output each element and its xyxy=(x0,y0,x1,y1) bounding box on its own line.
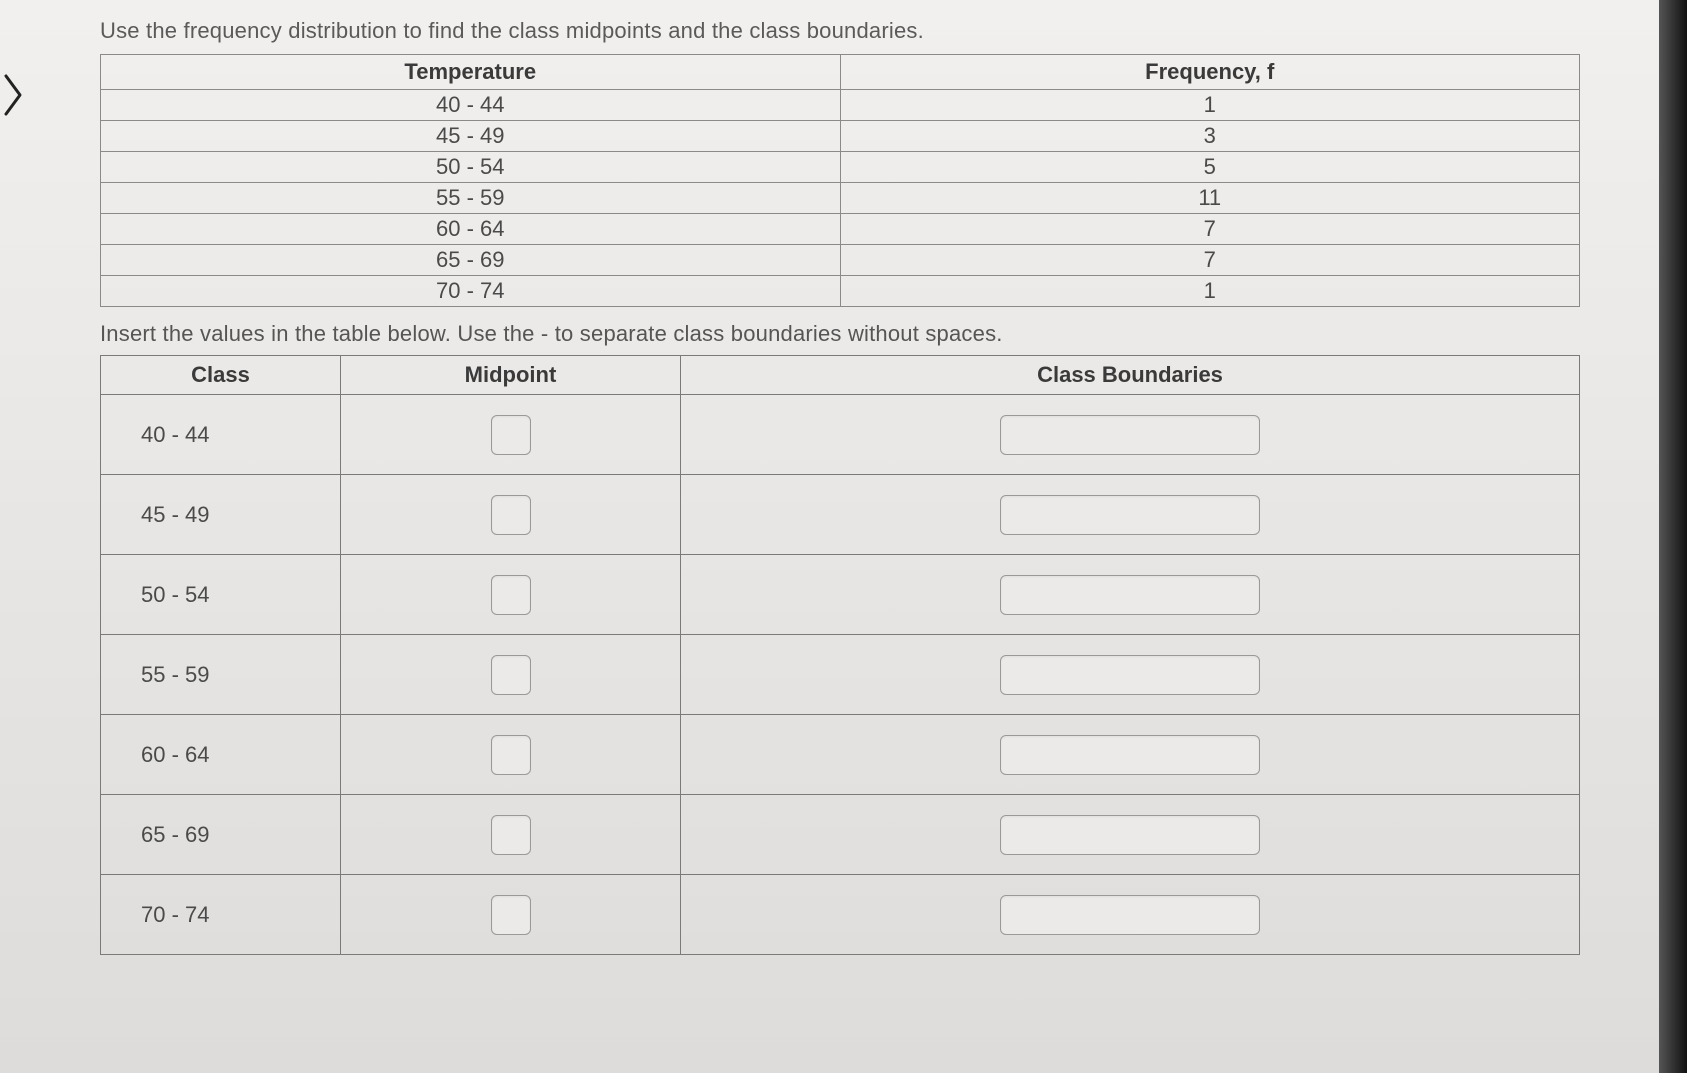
table-row: 55 - 59 xyxy=(101,635,1580,715)
header-class: Class xyxy=(101,356,341,395)
midpoint-input[interactable] xyxy=(491,575,531,615)
table-row: 55 - 5911 xyxy=(101,183,1580,214)
cell-midpoint xyxy=(341,555,681,635)
cell-midpoint xyxy=(341,635,681,715)
cell-midpoint xyxy=(341,715,681,795)
cell-class: 55 - 59 xyxy=(101,635,341,715)
table-row: 70 - 74 xyxy=(101,875,1580,955)
cell-boundaries xyxy=(681,635,1580,715)
cell-temperature: 55 - 59 xyxy=(101,183,841,214)
table-row: 45 - 493 xyxy=(101,121,1580,152)
cell-frequency: 7 xyxy=(840,214,1580,245)
table-row: 65 - 69 xyxy=(101,795,1580,875)
instruction-text-1: Use the frequency distribution to find t… xyxy=(100,18,1647,44)
header-frequency: Frequency, f xyxy=(840,55,1580,90)
cell-frequency: 11 xyxy=(840,183,1580,214)
cell-temperature: 70 - 74 xyxy=(101,276,841,307)
chevron-right-icon xyxy=(0,70,30,120)
cell-boundaries xyxy=(681,875,1580,955)
cell-class: 60 - 64 xyxy=(101,715,341,795)
header-midpoint: Midpoint xyxy=(341,356,681,395)
table-header-row: Temperature Frequency, f xyxy=(101,55,1580,90)
midpoint-input[interactable] xyxy=(491,815,531,855)
cell-midpoint xyxy=(341,475,681,555)
boundaries-input[interactable] xyxy=(1000,575,1260,615)
cell-boundaries xyxy=(681,795,1580,875)
midpoint-input[interactable] xyxy=(491,655,531,695)
midpoint-input[interactable] xyxy=(491,415,531,455)
cell-frequency: 1 xyxy=(840,276,1580,307)
cell-temperature: 45 - 49 xyxy=(101,121,841,152)
page-edge-shadow xyxy=(1659,0,1687,1073)
cell-boundaries xyxy=(681,555,1580,635)
worksheet-page: Use the frequency distribution to find t… xyxy=(0,0,1687,1073)
table-row: 40 - 44 xyxy=(101,395,1580,475)
table-row: 65 - 697 xyxy=(101,245,1580,276)
midpoint-input[interactable] xyxy=(491,735,531,775)
cell-temperature: 60 - 64 xyxy=(101,214,841,245)
cell-midpoint xyxy=(341,795,681,875)
cell-boundaries xyxy=(681,715,1580,795)
instruction-text-2: Insert the values in the table below. Us… xyxy=(100,321,1647,347)
cell-midpoint xyxy=(341,395,681,475)
cell-temperature: 50 - 54 xyxy=(101,152,841,183)
cell-class: 45 - 49 xyxy=(101,475,341,555)
table-header-row: Class Midpoint Class Boundaries xyxy=(101,356,1580,395)
cell-frequency: 5 xyxy=(840,152,1580,183)
boundaries-input[interactable] xyxy=(1000,495,1260,535)
cell-temperature: 65 - 69 xyxy=(101,245,841,276)
cell-frequency: 1 xyxy=(840,90,1580,121)
table-row: 50 - 545 xyxy=(101,152,1580,183)
header-temperature: Temperature xyxy=(101,55,841,90)
midpoint-input[interactable] xyxy=(491,895,531,935)
boundaries-input[interactable] xyxy=(1000,895,1260,935)
cell-class: 40 - 44 xyxy=(101,395,341,475)
frequency-table: Temperature Frequency, f 40 - 441 45 - 4… xyxy=(100,54,1580,307)
answer-table: Class Midpoint Class Boundaries 40 - 44 … xyxy=(100,355,1580,955)
cell-midpoint xyxy=(341,875,681,955)
table-row: 45 - 49 xyxy=(101,475,1580,555)
midpoint-input[interactable] xyxy=(491,495,531,535)
cell-frequency: 7 xyxy=(840,245,1580,276)
boundaries-input[interactable] xyxy=(1000,655,1260,695)
cell-boundaries xyxy=(681,395,1580,475)
table-row: 60 - 647 xyxy=(101,214,1580,245)
table-row: 40 - 441 xyxy=(101,90,1580,121)
cell-class: 70 - 74 xyxy=(101,875,341,955)
table-row: 60 - 64 xyxy=(101,715,1580,795)
header-boundaries: Class Boundaries xyxy=(681,356,1580,395)
cell-class: 65 - 69 xyxy=(101,795,341,875)
table-row: 50 - 54 xyxy=(101,555,1580,635)
cell-boundaries xyxy=(681,475,1580,555)
cell-frequency: 3 xyxy=(840,121,1580,152)
boundaries-input[interactable] xyxy=(1000,415,1260,455)
cell-class: 50 - 54 xyxy=(101,555,341,635)
boundaries-input[interactable] xyxy=(1000,815,1260,855)
table-row: 70 - 741 xyxy=(101,276,1580,307)
boundaries-input[interactable] xyxy=(1000,735,1260,775)
cell-temperature: 40 - 44 xyxy=(101,90,841,121)
